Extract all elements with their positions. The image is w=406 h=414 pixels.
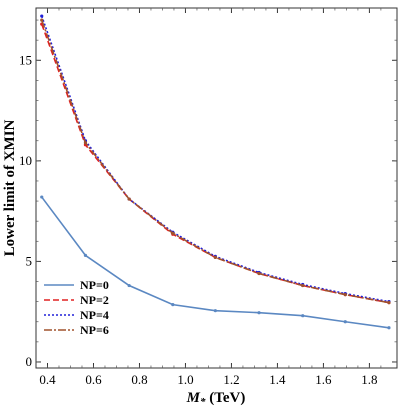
data-point [301,283,305,288]
data-point [171,303,175,307]
plot-frame [35,7,398,369]
series-layer [40,14,391,330]
legend-item: NP=6 [44,323,109,337]
series-np-2 [40,22,391,305]
data-point [83,141,88,145]
x-tick-label: 0.6 [85,372,102,387]
data-point [213,255,217,259]
y-axis-ticks: 0 5 10 15 [19,19,397,369]
y-tick-label: 5 [26,253,33,268]
x-tick-label: 1.4 [269,372,286,387]
data-point [257,271,261,276]
x-tick-label: 1.8 [361,372,377,387]
data-point [257,311,261,315]
data-point [387,326,391,330]
data-point [343,320,347,324]
data-point [127,197,131,201]
x-tick-label: 0.8 [131,372,147,387]
data-point [40,18,44,22]
x-tick-label: 0.4 [39,372,56,387]
series-np-6 [40,18,391,305]
legend-item: NP=4 [44,308,109,322]
x-axis-title: M* (TeV) [186,390,246,408]
data-point [127,283,131,288]
legend-item: NP=0 [44,278,109,292]
data-point [301,314,305,318]
legend-label: NP=0 [80,278,109,292]
data-point [40,195,44,199]
legend: NP=0NP=2NP=4NP=6 [44,278,109,337]
x-tick-label: 1.2 [223,372,239,387]
legend-item: NP=2 [44,293,109,307]
data-point [213,309,217,313]
legend-label: NP=2 [80,293,109,307]
legend-label: NP=4 [80,308,109,322]
series-np-0 [40,195,391,330]
data-point [171,231,175,235]
y-axis-title: Lower limit of XMIN [2,119,18,256]
x-tick-label: 1.6 [315,372,332,387]
y-tick-label: 0 [26,354,33,369]
data-point [387,301,391,305]
x-axis-ticks: 0.4 0.6 0.8 1.0 1.2 1.4 1.6 1.8 [39,8,382,387]
x-tick-label: 1.0 [177,372,193,387]
legend-label: NP=6 [80,323,109,337]
data-point [40,14,44,18]
y-tick-label: 15 [19,52,32,67]
y-tick-label: 10 [19,153,32,168]
data-point [343,292,347,297]
data-point [83,253,88,257]
